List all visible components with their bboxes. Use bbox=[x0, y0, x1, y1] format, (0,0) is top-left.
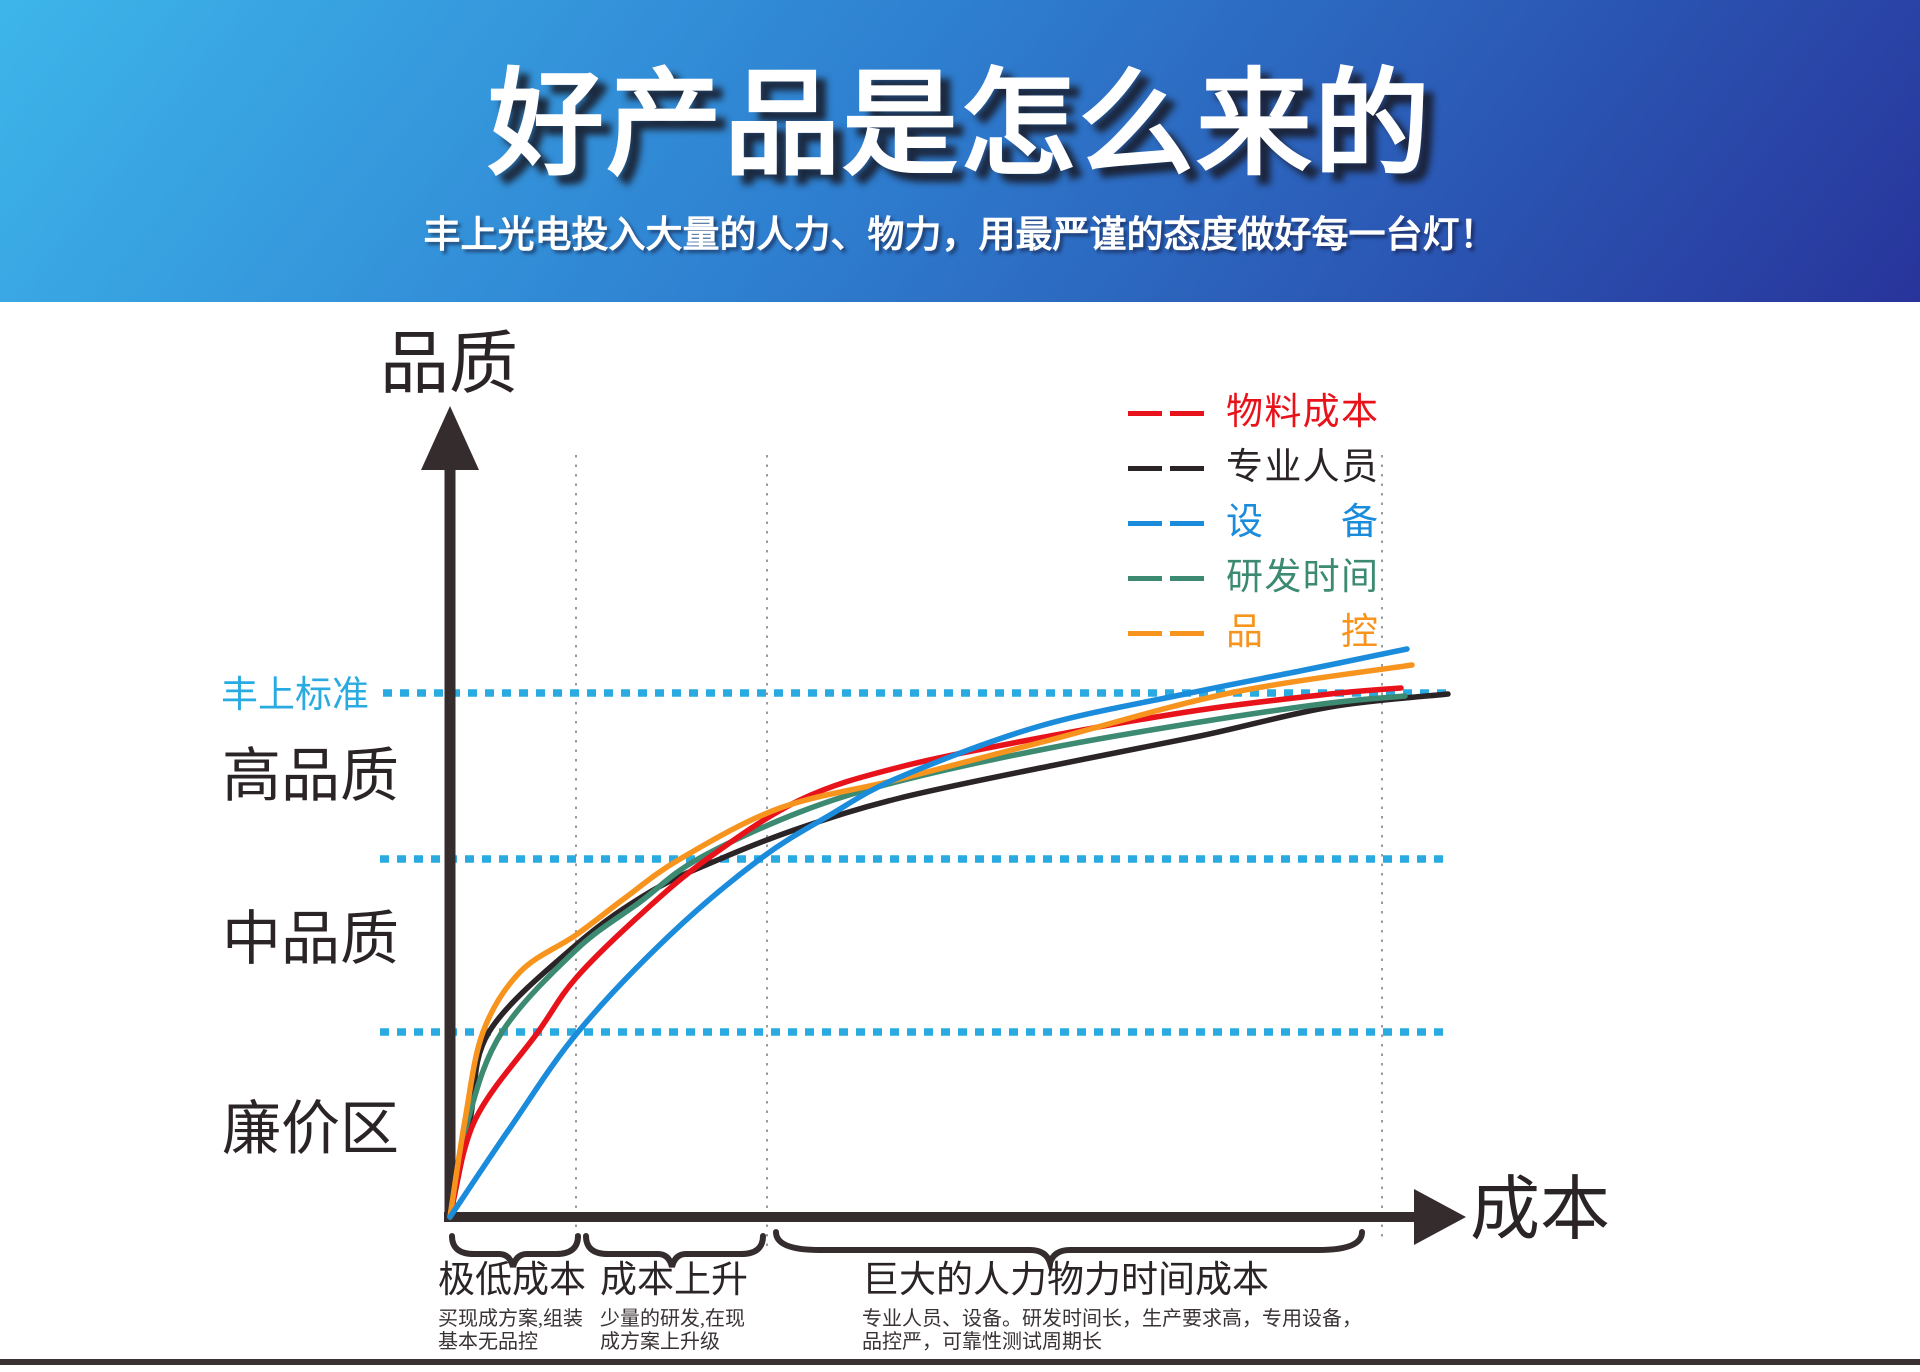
dash-line-icon bbox=[1170, 576, 1204, 581]
y-axis-label: 品质 bbox=[380, 326, 518, 402]
vertical-gridlines bbox=[575, 455, 1383, 1246]
section-low-cost: 极低成本 买现成方案,组装 基本无品控 bbox=[438, 1262, 586, 1354]
curve-rd-time bbox=[447, 693, 1408, 1220]
x-axis-label: 成本 bbox=[1470, 1172, 1610, 1249]
brace-rising-cost bbox=[583, 1233, 766, 1268]
standard-reference-label: 丰上标准 bbox=[221, 675, 369, 716]
brace-low-cost bbox=[449, 1233, 581, 1268]
quality-curves bbox=[447, 646, 1451, 1220]
zone-label-high-quality: 高品质 bbox=[222, 743, 400, 809]
dash-line-icon bbox=[1170, 631, 1204, 636]
section-description: 买现成方案,组装 基本无品控 bbox=[438, 1308, 583, 1353]
legend-label: 专业人员 bbox=[1226, 447, 1378, 489]
section-title: 成本上升 bbox=[600, 1260, 748, 1301]
legend-label: 品控 bbox=[1226, 612, 1378, 654]
dash-line-icon bbox=[1170, 466, 1204, 471]
section-huge-cost: 巨大的人力物力时间成本 专业人员、设备。研发时间长，生产要求高，专用设备， 品控… bbox=[862, 1262, 1362, 1354]
dash-line-icon bbox=[1128, 576, 1162, 581]
y-axis-arrow-icon bbox=[421, 406, 479, 470]
section-title: 极低成本 bbox=[438, 1260, 586, 1301]
brace-huge-cost bbox=[773, 1229, 1365, 1274]
bottom-border bbox=[0, 1359, 1920, 1365]
legend-item-quality-control: 品控 bbox=[1128, 606, 1408, 661]
section-title: 巨大的人力物力时间成本 bbox=[862, 1260, 1269, 1301]
legend-label: 物料成本 bbox=[1226, 392, 1378, 434]
legend-label: 研发时间 bbox=[1226, 557, 1378, 599]
dash-line-icon bbox=[1128, 411, 1162, 416]
zone-label-mid-quality: 中品质 bbox=[222, 906, 400, 972]
page-subtitle: 丰上光电投入大量的人力、物力，用最严谨的态度做好每一台灯！ bbox=[423, 214, 1497, 255]
dash-line-icon bbox=[1128, 521, 1162, 526]
curve-quality-control bbox=[447, 662, 1415, 1220]
curve-professionals bbox=[447, 691, 1451, 1220]
dash-line-icon bbox=[1128, 466, 1162, 471]
zone-label-cheap: 廉价区 bbox=[222, 1096, 400, 1162]
dash-line-icon bbox=[1170, 411, 1204, 416]
section-description: 专业人员、设备。研发时间长，生产要求高，专用设备， 品控严，可靠性测试周期长 bbox=[862, 1308, 1362, 1353]
legend-item-equipment: 设备 bbox=[1128, 496, 1408, 551]
legend-item-professionals: 专业人员 bbox=[1128, 441, 1408, 496]
legend-item-rd-time: 研发时间 bbox=[1128, 551, 1408, 606]
legend-item-material-cost: 物料成本 bbox=[1128, 386, 1408, 441]
x-axis-arrow-icon bbox=[1414, 1189, 1466, 1245]
curve-equipment bbox=[447, 646, 1410, 1220]
header-banner: 好产品是怎么来的 丰上光电投入大量的人力、物力，用最严谨的态度做好每一台灯！ bbox=[0, 0, 1920, 302]
quality-threshold-lines bbox=[380, 689, 1450, 1036]
page-title: 好产品是怎么来的 bbox=[488, 62, 1432, 190]
axes bbox=[421, 406, 1466, 1274]
section-description: 少量的研发,在现 成方案上升级 bbox=[600, 1308, 745, 1353]
section-rising-cost: 成本上升 少量的研发,在现 成方案上升级 bbox=[600, 1262, 748, 1354]
dash-line-icon bbox=[1170, 521, 1204, 526]
legend-label: 设备 bbox=[1226, 502, 1378, 544]
dash-line-icon bbox=[1128, 631, 1162, 636]
